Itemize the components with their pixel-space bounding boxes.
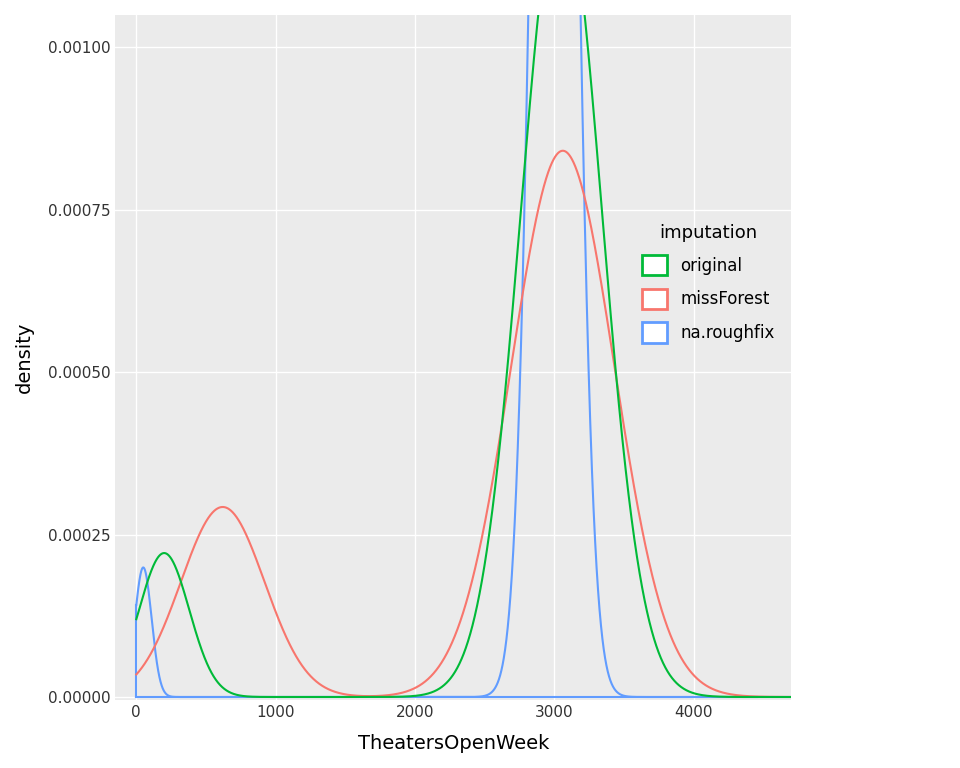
X-axis label: TheatersOpenWeek: TheatersOpenWeek [358, 734, 549, 753]
Legend: original, missForest, na.roughfix: original, missForest, na.roughfix [634, 215, 783, 351]
Y-axis label: density: density [15, 322, 34, 393]
